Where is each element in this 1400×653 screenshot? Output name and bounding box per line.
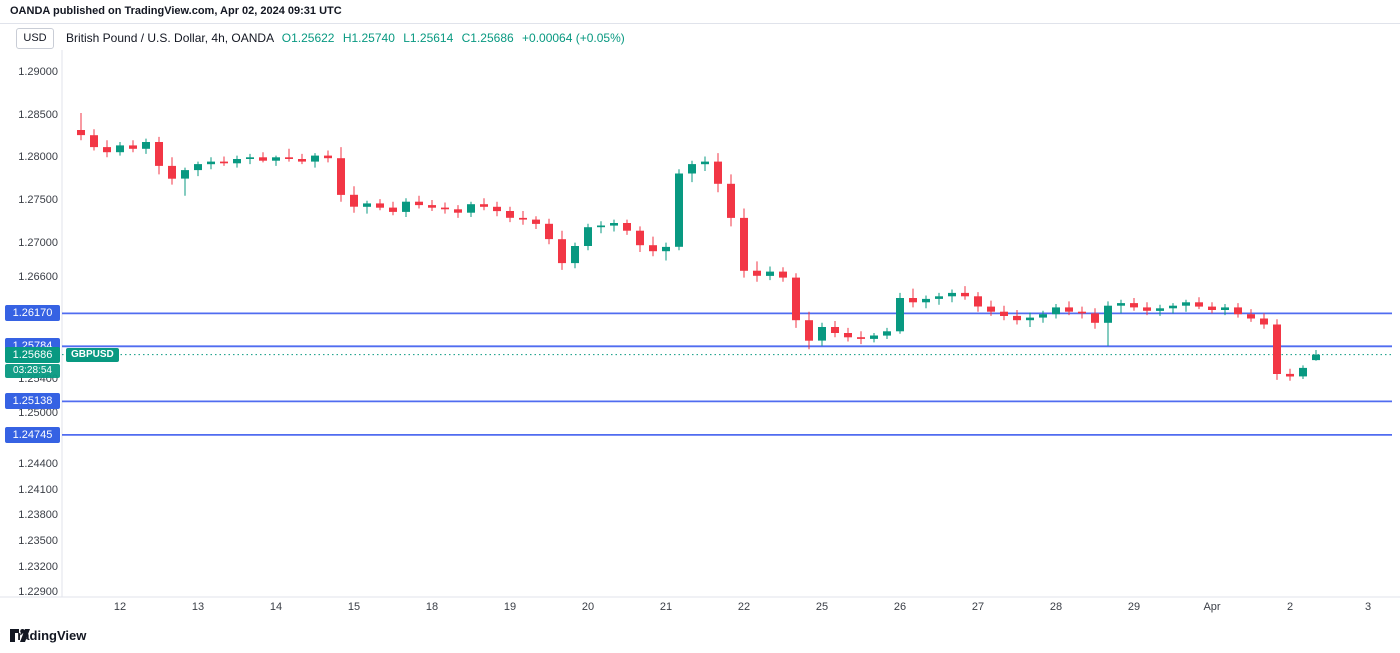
price-change: +0.00064 (+0.05%): [522, 31, 625, 45]
price-axis-label: 1.27000: [18, 236, 58, 249]
symbol-title[interactable]: British Pound / U.S. Dollar, 4h, OANDA: [66, 31, 274, 45]
time-axis-label: 28: [1049, 601, 1063, 613]
time-axis-label: 3: [1364, 601, 1372, 613]
time-axis-label: 19: [503, 601, 517, 613]
symbol-tag-label: GBPUSD: [66, 347, 119, 362]
ohlc-close: C1.25686: [461, 31, 514, 45]
time-axis-label: 29: [1127, 601, 1141, 613]
header-divider: [0, 23, 1400, 24]
symbol-legend: British Pound / U.S. Dollar, 4h, OANDA O…: [66, 31, 625, 45]
price-axis-label: 1.28500: [18, 108, 58, 121]
price-level-badge: 1.24745: [5, 426, 60, 443]
time-axis-label: 13: [191, 601, 205, 613]
price-axis-label: 1.23500: [18, 535, 58, 548]
price-axis-label: 1.24100: [18, 483, 58, 496]
time-axis-label: 15: [347, 601, 361, 613]
price-axis-label: 1.22900: [18, 586, 58, 599]
time-axis-label: Apr: [1203, 601, 1221, 613]
price-level-badge: 1.25138: [5, 393, 60, 410]
price-axis-label: 1.26600: [18, 270, 58, 283]
price-axis-label: 1.25000: [18, 407, 58, 420]
price-axis-label: 1.24400: [18, 458, 58, 471]
attribution-text: OANDA published on TradingView.com, Apr …: [10, 5, 342, 17]
time-axis-label: 26: [893, 601, 907, 613]
footer: TradingView: [10, 628, 86, 643]
price-axis-label: 1.23800: [18, 509, 58, 522]
time-axis-label: 21: [659, 601, 673, 613]
price-axis-label: 1.29000: [18, 66, 58, 79]
time-axis-label: 12: [113, 601, 127, 613]
time-axis-label: 20: [581, 601, 595, 613]
tradingview-brand-text[interactable]: TradingView: [10, 628, 87, 643]
price-axis-label: 1.28000: [18, 151, 58, 164]
tradingview-logo-icon[interactable]: [10, 628, 30, 643]
ohlc-high: H1.25740: [342, 31, 395, 45]
time-axis-label: 18: [425, 601, 439, 613]
ohlc-open: O1.25622: [281, 31, 335, 45]
currency-select-button[interactable]: USD: [16, 28, 54, 49]
time-axis-label: 27: [971, 601, 985, 613]
time-axis-label: 25: [815, 601, 829, 613]
ohlc-low: L1.25614: [403, 31, 454, 45]
time-axis-label: 14: [269, 601, 283, 613]
current-price-badge: 1.25686: [5, 346, 60, 363]
time-axis-label: 22: [737, 601, 751, 613]
price-axis-label: 1.27500: [18, 193, 58, 206]
time-axis-label: 2: [1286, 601, 1294, 613]
price-axis-label: 1.23200: [18, 560, 58, 573]
bar-countdown-badge: 03:28:54: [5, 363, 60, 378]
price-level-badge: 1.26170: [5, 305, 60, 322]
attribution-bar: OANDA published on TradingView.com, Apr …: [10, 5, 342, 17]
